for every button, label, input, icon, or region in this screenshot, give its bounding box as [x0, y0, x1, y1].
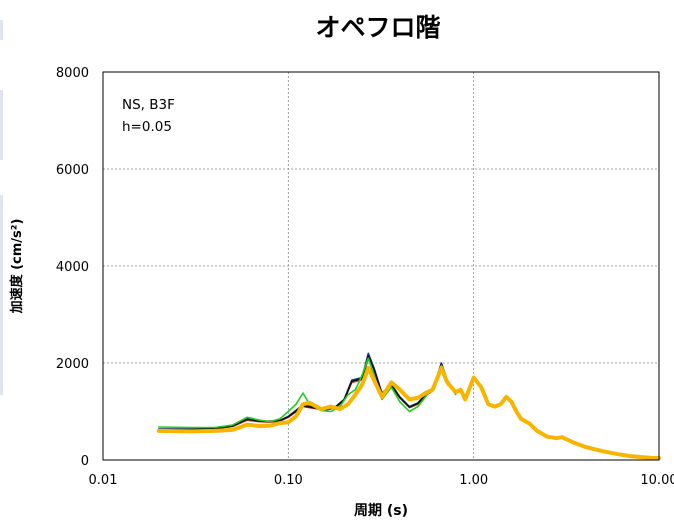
- series-line-2: [158, 357, 457, 431]
- y-axis-label: 加速度 (cm/s²): [9, 219, 25, 315]
- x-tick-label: 10.00: [640, 473, 674, 488]
- grid: [103, 72, 659, 460]
- y-tick-label: 6000: [56, 163, 89, 178]
- x-tick-label: 0.01: [89, 473, 118, 488]
- series-line-4: [158, 357, 457, 429]
- x-tick-labels: 0.01 0.10 1.00 10.00: [89, 473, 674, 488]
- annotation-line-2: h=0.05: [122, 119, 172, 135]
- y-tick-labels: 0 2000 4000 6000 8000: [56, 66, 89, 469]
- y-tick-label: 0: [81, 454, 89, 469]
- y-tick-label: 4000: [56, 260, 89, 275]
- series-group: [156, 352, 661, 461]
- annotation-line-1: NS, B3F: [122, 97, 175, 113]
- series-line-1: [158, 352, 457, 430]
- y-tick-label: 2000: [56, 357, 89, 372]
- series-line-5: [156, 365, 661, 461]
- y-tick-label: 8000: [56, 66, 89, 81]
- series-line-3: [158, 354, 457, 431]
- x-tick-label: 1.00: [459, 473, 488, 488]
- x-axis-label: 周期 (s): [354, 503, 408, 519]
- x-tick-label: 0.10: [274, 473, 303, 488]
- plot-area: [102, 71, 660, 461]
- chart-title: オペフロ階: [315, 13, 440, 42]
- annotation-block: NS, B3F h=0.05: [122, 97, 175, 135]
